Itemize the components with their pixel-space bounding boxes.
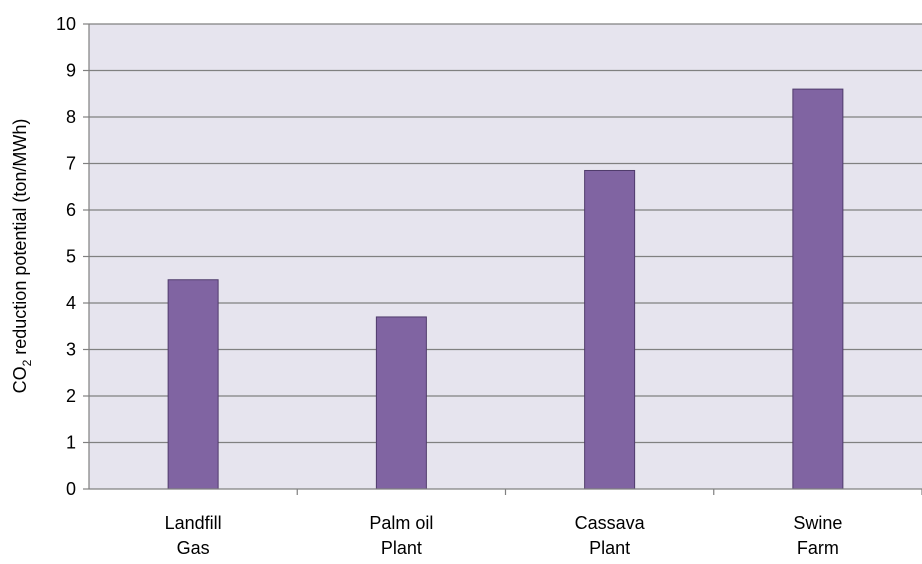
y-tick-label: 7	[66, 154, 76, 174]
y-tick-label: 2	[66, 386, 76, 406]
y-tick-label: 9	[66, 61, 76, 81]
y-tick-label: 0	[66, 479, 76, 499]
bar	[584, 169, 636, 490]
y-tick-label: 8	[66, 107, 76, 127]
y-tick-label: 4	[66, 293, 76, 313]
x-tick-label: Landfill Gas	[165, 513, 222, 558]
bar	[792, 88, 844, 490]
bar	[167, 279, 219, 490]
x-axis-labels: Landfill Gas Palm oil Plant Cassava Plant Swin…	[165, 489, 922, 558]
y-tick-label: 10	[56, 14, 76, 34]
y-axis-title-prefix: CO	[10, 366, 30, 393]
y-tick-label: 5	[66, 247, 76, 267]
y-axis-ticks: 0 1 2 3 4 5 6 7 8 9 10	[56, 14, 89, 499]
x-tick-label: Palm oil Plant	[369, 513, 433, 558]
y-axis-title-suffix: reduction potential (ton/MWh)	[10, 119, 30, 360]
y-tick-label: 6	[66, 200, 76, 220]
y-axis-title-subscript: 2	[20, 359, 34, 366]
x-tick-label: Cassava Plant	[575, 513, 646, 558]
bar	[375, 316, 427, 490]
y-axis-title: CO2 reduction potential (ton/MWh)	[10, 119, 34, 394]
x-tick-label: Swine Farm	[793, 513, 842, 558]
y-tick-label: 1	[66, 433, 76, 453]
gridlines	[89, 23, 922, 444]
bars	[167, 88, 844, 490]
y-tick-label: 3	[66, 340, 76, 360]
